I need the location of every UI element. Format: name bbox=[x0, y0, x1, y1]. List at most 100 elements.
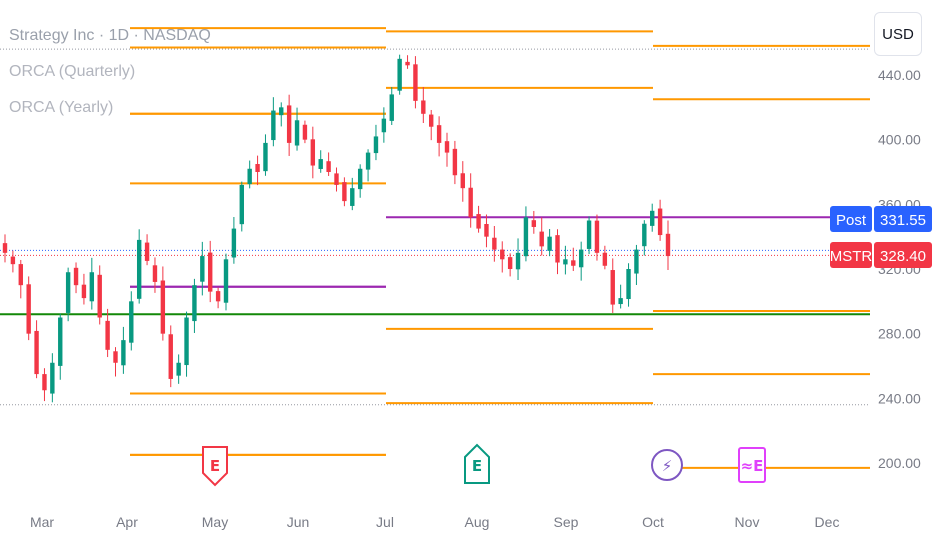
candle-body bbox=[231, 228, 237, 258]
candle-body bbox=[121, 340, 126, 366]
candle-body bbox=[136, 239, 142, 299]
x-tick-label: May bbox=[202, 514, 228, 530]
y-tick-label: 240.00 bbox=[878, 390, 921, 406]
candle-body bbox=[610, 270, 615, 305]
price-badge-value-bg bbox=[874, 242, 932, 268]
upcoming-earnings-icon[interactable] bbox=[738, 447, 766, 483]
price-badge-label-bg bbox=[830, 206, 872, 232]
candle-body bbox=[507, 257, 513, 269]
earnings-event-icon[interactable] bbox=[464, 443, 490, 484]
candle-body bbox=[515, 252, 521, 270]
candle-body bbox=[215, 291, 221, 302]
dividend-event-icon[interactable] bbox=[651, 449, 683, 481]
candle-body bbox=[460, 173, 465, 189]
price-badge-label-bg bbox=[830, 242, 872, 268]
candle-body bbox=[223, 259, 229, 303]
candle-body bbox=[539, 231, 544, 247]
candle-body bbox=[160, 280, 166, 334]
chart-legend: Strategy Inc · 1D · NASDAQ ORCA (Quarter… bbox=[9, 22, 211, 130]
candle-body bbox=[97, 274, 102, 318]
candle-body bbox=[176, 362, 181, 376]
candle-body bbox=[405, 61, 410, 66]
x-tick-label: Nov bbox=[735, 514, 760, 530]
candle-body bbox=[602, 252, 608, 266]
candle-body bbox=[113, 351, 118, 363]
candle-body bbox=[642, 223, 647, 247]
candle-body bbox=[626, 269, 631, 300]
candle-body bbox=[263, 142, 268, 172]
candle-body bbox=[594, 220, 600, 253]
earnings-event-icon[interactable] bbox=[202, 446, 228, 487]
candle-body bbox=[168, 334, 173, 379]
candle-body bbox=[342, 182, 347, 202]
candle-body bbox=[302, 124, 308, 140]
candle-body bbox=[310, 139, 316, 166]
candle-body bbox=[73, 267, 79, 286]
x-tick-label: Jun bbox=[287, 514, 310, 530]
candle-body bbox=[2, 243, 8, 253]
x-tick-label: Jul bbox=[376, 514, 394, 530]
candle-body bbox=[657, 208, 663, 236]
candle-body bbox=[444, 141, 450, 153]
candle-body bbox=[208, 252, 213, 292]
candle-body bbox=[42, 374, 47, 391]
candle-body bbox=[26, 284, 31, 334]
candle-body bbox=[563, 259, 568, 265]
candle-body bbox=[547, 236, 552, 251]
candle-body bbox=[389, 94, 394, 121]
candle-body bbox=[436, 125, 442, 143]
candle-body bbox=[413, 64, 418, 101]
candle-body bbox=[334, 173, 339, 185]
event-label: ⚡ bbox=[662, 457, 673, 475]
candle-body bbox=[429, 114, 434, 127]
candle-body bbox=[373, 136, 379, 154]
event-label: ≈E bbox=[741, 457, 764, 475]
candle-body bbox=[18, 264, 23, 286]
y-tick-label: 280.00 bbox=[878, 326, 921, 342]
candle-body bbox=[586, 220, 592, 249]
indicator-orca-yearly[interactable]: ORCA (Yearly) bbox=[9, 99, 114, 116]
x-tick-label: Apr bbox=[116, 514, 138, 530]
candle-body bbox=[571, 260, 576, 266]
candle-body bbox=[144, 242, 150, 261]
x-tick-label: Dec bbox=[815, 514, 840, 530]
chart-title[interactable]: Strategy Inc · 1D · NASDAQ bbox=[9, 27, 211, 44]
candle-body bbox=[239, 184, 244, 225]
candle-body bbox=[531, 220, 537, 227]
candle-body bbox=[500, 249, 505, 260]
price-badge-value-bg bbox=[874, 206, 932, 232]
candle-body bbox=[397, 58, 402, 91]
candle-body bbox=[255, 164, 260, 172]
candle-body bbox=[484, 223, 489, 237]
candle-body bbox=[81, 284, 87, 299]
candle-body bbox=[184, 317, 189, 366]
candle-body bbox=[152, 265, 158, 282]
event-label: E bbox=[472, 457, 482, 475]
candle-body bbox=[271, 110, 276, 141]
price-badge-value: 331.55 bbox=[880, 212, 926, 229]
candle-body bbox=[665, 233, 671, 257]
currency-button[interactable]: USD bbox=[874, 12, 922, 56]
x-tick-label: Aug bbox=[465, 514, 490, 530]
candle-body bbox=[34, 330, 39, 375]
candle-body bbox=[192, 285, 197, 322]
x-tick-label: Oct bbox=[642, 514, 664, 530]
candle-body bbox=[105, 320, 110, 350]
candle-body bbox=[326, 161, 331, 172]
candle-body bbox=[468, 187, 473, 218]
price-badge-label: MSTR bbox=[830, 248, 873, 265]
candle-body bbox=[381, 118, 387, 133]
y-tick-label: 400.00 bbox=[878, 132, 921, 148]
candle-body bbox=[350, 188, 355, 206]
candle-body bbox=[476, 214, 481, 229]
candle-body bbox=[555, 235, 560, 263]
indicator-orca-quarterly[interactable]: ORCA (Quarterly) bbox=[9, 63, 136, 80]
candle-body bbox=[58, 317, 63, 366]
candle-body bbox=[318, 159, 323, 169]
price-badge-label: Post bbox=[836, 212, 867, 229]
candle-body bbox=[634, 249, 639, 274]
candle-body bbox=[50, 362, 55, 394]
candle-body bbox=[492, 237, 497, 250]
candle-body bbox=[357, 168, 363, 190]
